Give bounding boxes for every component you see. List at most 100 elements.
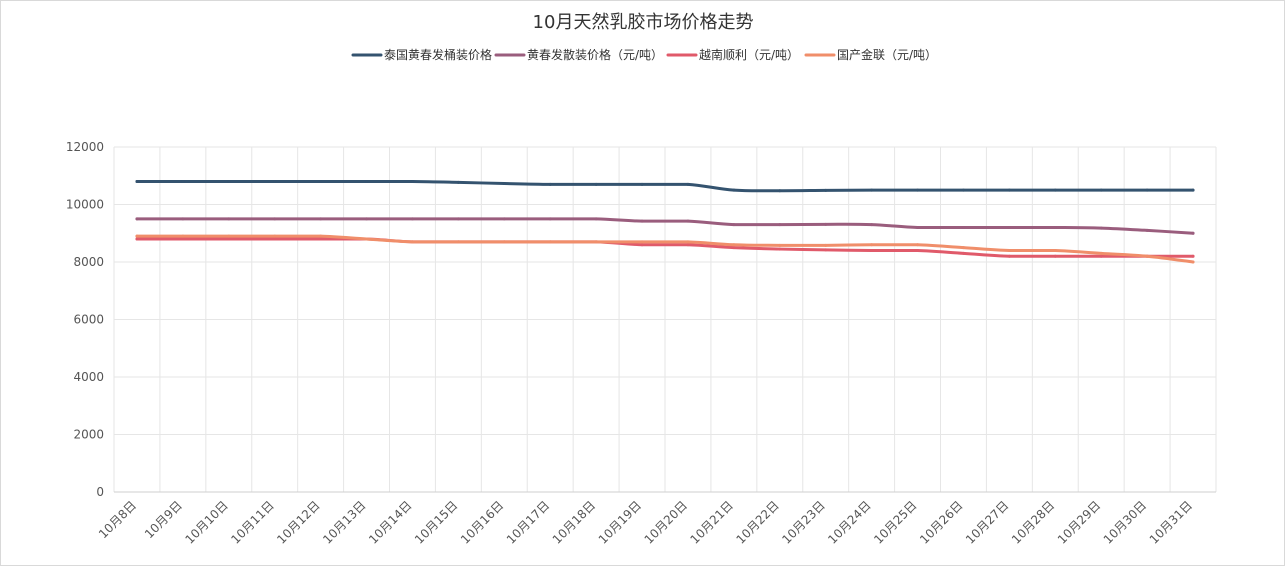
data-point	[135, 217, 139, 221]
x-tick-label: 10月21日	[688, 498, 736, 546]
data-point	[227, 180, 231, 183]
data-point	[870, 249, 874, 252]
data-point	[778, 243, 782, 247]
data-point	[273, 180, 277, 183]
data-point	[640, 243, 644, 247]
data-point	[1191, 254, 1195, 258]
data-point	[410, 217, 414, 221]
x-tick-label: 10月31日	[1147, 498, 1195, 546]
data-point	[640, 240, 644, 244]
x-tick-label: 10月28日	[1009, 498, 1057, 546]
data-point	[870, 223, 874, 227]
x-tick-label: 10月24日	[825, 498, 873, 546]
data-point	[1007, 188, 1011, 192]
data-point	[1007, 249, 1011, 252]
data-point	[1053, 254, 1057, 258]
y-tick-label: 10000	[66, 198, 104, 212]
data-point	[916, 249, 920, 252]
data-point	[594, 240, 598, 244]
x-tick-label: 10月27日	[963, 498, 1011, 546]
x-tick-label: 10月26日	[917, 498, 965, 546]
data-point	[181, 234, 185, 238]
data-point	[686, 182, 690, 186]
x-tick-label: 10月25日	[871, 498, 919, 546]
data-point	[732, 243, 736, 247]
legend-label[interactable]: 国产金联（元/吨）	[837, 47, 937, 62]
data-point	[778, 247, 782, 251]
data-point	[319, 237, 323, 241]
data-point	[1099, 251, 1103, 255]
data-point	[319, 217, 323, 221]
y-tick-label: 6000	[73, 313, 104, 327]
data-point	[1053, 188, 1057, 192]
data-point	[594, 217, 598, 221]
data-point	[181, 180, 185, 183]
data-point	[961, 226, 965, 229]
legend: 泰国黄春发桶装价格 黄春发散装价格（元/吨） 越南顺利（元/吨） 国产金联（元/吨）	[351, 47, 937, 62]
y-tick-label: 0	[96, 485, 104, 499]
data-point	[686, 219, 690, 223]
x-tick-label: 10月22日	[733, 498, 781, 546]
data-point	[916, 188, 920, 192]
y-tick-label: 4000	[73, 370, 104, 384]
data-point	[502, 182, 506, 186]
data-point	[916, 243, 920, 247]
data-point	[961, 246, 965, 250]
legend-label[interactable]: 黄春发散装价格（元/吨）	[527, 47, 663, 62]
x-tick-label: 10月9日	[142, 498, 185, 541]
data-point	[227, 217, 231, 221]
x-tick-label: 10月18日	[550, 498, 598, 546]
data-point	[365, 180, 369, 183]
data-point	[1191, 260, 1195, 264]
data-point	[548, 217, 552, 221]
legend-label[interactable]: 越南顺利（元/吨）	[699, 47, 799, 62]
data-point	[410, 180, 414, 183]
x-tick-label: 10月20日	[642, 498, 690, 546]
data-point	[961, 251, 965, 255]
data-point	[548, 182, 552, 186]
data-point	[1099, 226, 1103, 230]
data-point	[778, 223, 782, 227]
data-point	[273, 217, 277, 221]
data-point	[135, 180, 139, 183]
y-axis: 0 2000 4000 6000 8000 10000 12000	[66, 140, 104, 499]
data-point	[870, 188, 874, 192]
x-tick-label: 10月30日	[1101, 498, 1149, 546]
data-point	[824, 188, 828, 192]
data-point	[502, 240, 506, 244]
data-point	[686, 243, 690, 247]
x-tick-label: 10月19日	[596, 498, 644, 546]
data-point	[824, 243, 828, 247]
data-point	[548, 240, 552, 244]
x-axis: 10月8日 10月9日10月10日10月11日10月12日10月13日10月14日…	[96, 498, 1195, 546]
series-line-1	[135, 217, 1195, 235]
data-point	[1191, 188, 1195, 192]
series-line-3	[135, 234, 1195, 264]
data-point	[273, 237, 277, 241]
data-point	[1099, 254, 1103, 258]
series-line-0	[135, 180, 1195, 193]
data-point	[227, 237, 231, 241]
x-tick-label: 10月17日	[504, 498, 552, 546]
data-point	[732, 246, 736, 250]
x-tick-label: 10月11日	[228, 498, 276, 546]
grid	[113, 146, 1217, 493]
x-tick-label: 10月8日	[96, 498, 139, 541]
series-layer	[135, 180, 1195, 264]
legend-label[interactable]: 泰国黄春发桶装价格	[384, 47, 492, 62]
x-tick-label: 10月15日	[412, 498, 460, 546]
x-tick-label: 10月23日	[779, 498, 827, 546]
data-point	[135, 237, 139, 241]
x-tick-label: 10月29日	[1055, 498, 1103, 546]
data-point	[1099, 188, 1103, 192]
data-point	[824, 248, 828, 252]
data-point	[594, 182, 598, 186]
y-tick-label: 8000	[73, 255, 104, 269]
chart-title: 10月天然乳胶市场价格走势	[533, 12, 754, 33]
data-point	[1053, 249, 1057, 252]
y-tick-label: 2000	[73, 428, 104, 442]
y-tick-label: 12000	[66, 140, 104, 154]
data-point	[686, 240, 690, 244]
